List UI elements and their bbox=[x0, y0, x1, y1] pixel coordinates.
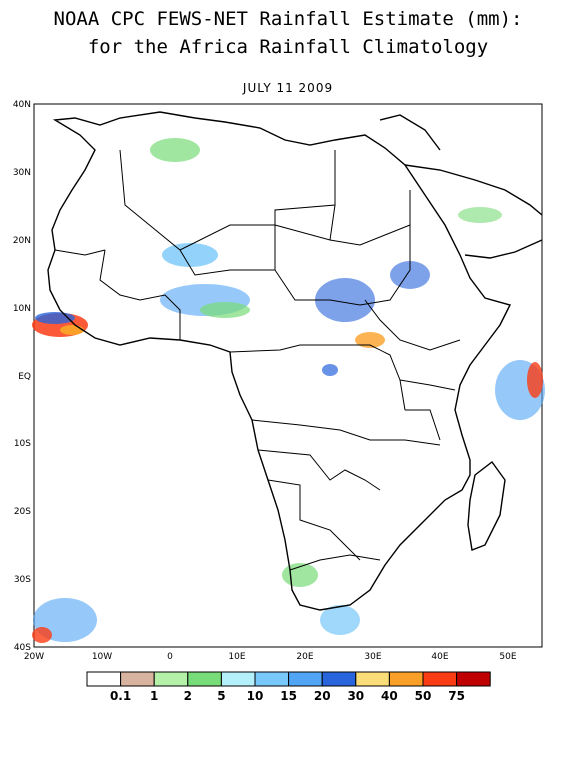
legend-label: 15 bbox=[280, 689, 297, 703]
legend-swatch bbox=[120, 671, 155, 687]
map-date: JULY 11 2009 bbox=[242, 81, 334, 95]
lat-tick-label: 40S bbox=[14, 643, 31, 653]
lat-tick-label: 10N bbox=[13, 304, 31, 314]
legend-swatch bbox=[220, 671, 256, 687]
legend-swatch bbox=[288, 671, 323, 687]
map-title-line-1: NOAA CPC FEWS-NET Rainfall Estimate (mm)… bbox=[53, 8, 523, 30]
latitude-axis: 40N 30N 20N 10N EQ 10S 20S 30S 40S bbox=[13, 100, 31, 653]
legend-label: 10 bbox=[247, 689, 264, 703]
legend-swatch bbox=[321, 671, 357, 687]
lat-tick-label: EQ bbox=[18, 372, 31, 382]
lat-tick-label: 40N bbox=[13, 100, 31, 110]
lon-tick-label: 30E bbox=[364, 652, 381, 662]
lat-tick-label: 20N bbox=[13, 236, 31, 246]
map-frame bbox=[33, 103, 543, 648]
lon-tick-label: 50E bbox=[499, 652, 516, 662]
lat-tick-label: 10S bbox=[14, 439, 31, 449]
lon-tick-label: 0 bbox=[167, 652, 173, 662]
legend-swatch bbox=[254, 671, 290, 687]
lon-tick-label: 10W bbox=[92, 652, 112, 662]
legend-label: 50 bbox=[415, 689, 432, 703]
legend-swatch bbox=[388, 671, 424, 687]
legend-label: 5 bbox=[217, 689, 225, 703]
legend-swatch bbox=[456, 671, 491, 687]
legend-label: 0.1 bbox=[110, 689, 131, 703]
lat-tick-label: 20S bbox=[14, 507, 31, 517]
lon-tick-label: 10E bbox=[228, 652, 245, 662]
legend: 0.1 1 2 5 10 15 20 30 40 50 75 bbox=[86, 671, 491, 703]
lat-tick-label: 30N bbox=[13, 168, 31, 178]
rainfall-patches bbox=[32, 138, 545, 643]
longitude-axis: 20W 10W 0 10E 20E 30E 40E 50E bbox=[24, 652, 517, 662]
legend-label: 40 bbox=[381, 689, 398, 703]
lon-tick-label: 40E bbox=[431, 652, 448, 662]
legend-label: 30 bbox=[347, 689, 364, 703]
lon-tick-label: 20E bbox=[296, 652, 313, 662]
country-borders bbox=[54, 149, 461, 571]
legend-label: 2 bbox=[184, 689, 192, 703]
legend-swatch bbox=[355, 671, 390, 687]
legend-swatch bbox=[153, 671, 189, 687]
map-title-line-2: for the Africa Rainfall Climatology bbox=[87, 36, 489, 58]
legend-swatch bbox=[187, 671, 222, 687]
legend-swatch bbox=[422, 671, 458, 687]
legend-label: 1 bbox=[150, 689, 158, 703]
legend-label: 75 bbox=[448, 689, 465, 703]
lat-tick-label: 30S bbox=[14, 575, 31, 585]
legend-label: 20 bbox=[314, 689, 331, 703]
legend-swatch bbox=[86, 671, 122, 687]
coastlines bbox=[47, 111, 543, 611]
lon-tick-label: 20W bbox=[24, 652, 44, 662]
